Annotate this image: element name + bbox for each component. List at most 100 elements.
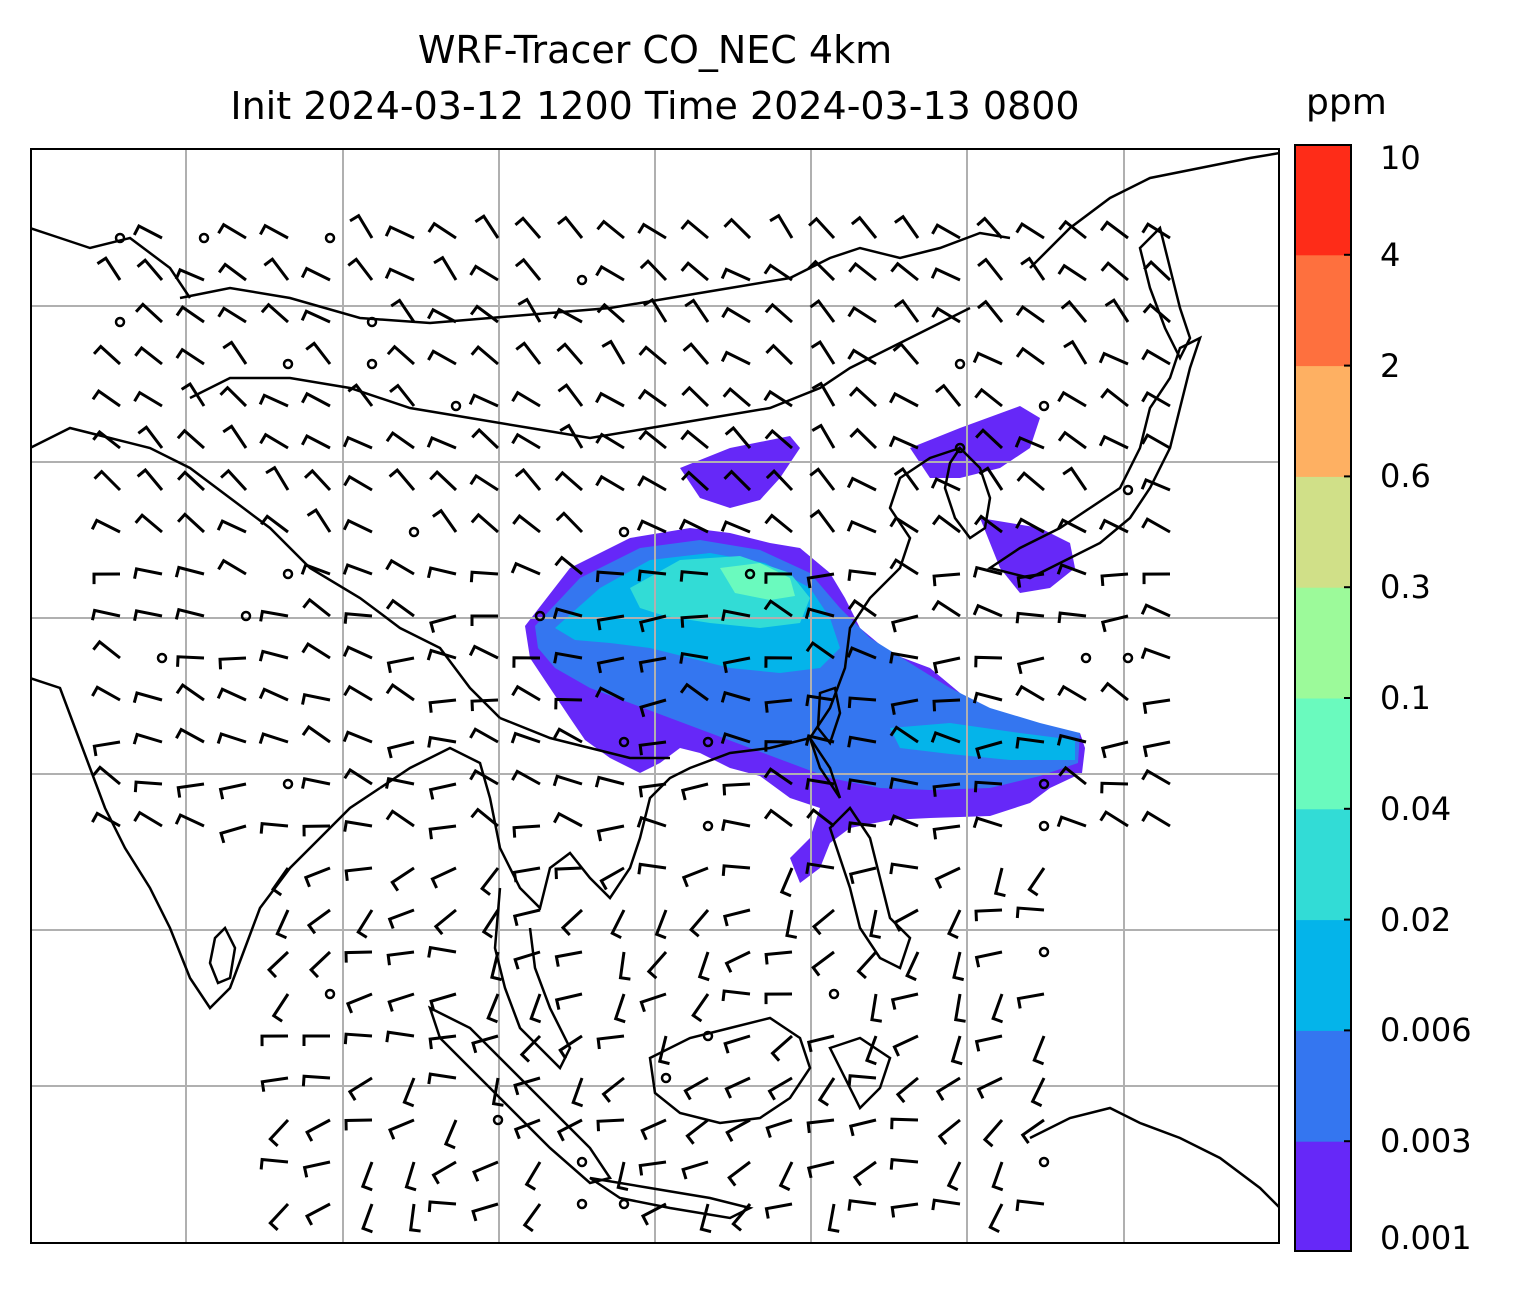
- wind-barb: [846, 519, 877, 534]
- wind-barb: [468, 393, 499, 408]
- wind-barb: [1057, 390, 1087, 408]
- wind-barb: [132, 224, 163, 240]
- wind-barb: [931, 514, 961, 534]
- wind-barb: [806, 1160, 835, 1179]
- wind-barb: [556, 215, 584, 239]
- wind-barb: [491, 1077, 504, 1107]
- wind-barb: [92, 740, 121, 757]
- wind-barb-calm: [618, 736, 630, 748]
- wind-barb: [356, 909, 374, 939]
- wind-barb: [427, 221, 457, 240]
- wind-barb: [554, 555, 583, 576]
- wind-barb: [1099, 220, 1129, 240]
- wind-barb: [342, 435, 373, 450]
- wind-barb: [512, 824, 541, 838]
- colorbar-tick-label: 10: [1380, 139, 1421, 177]
- colorbar-unit: ppm: [1306, 82, 1387, 123]
- wind-barb: [595, 391, 625, 408]
- wind-barb: [259, 432, 289, 450]
- wind-barb: [303, 468, 332, 492]
- wind-barb: [429, 470, 458, 492]
- wind-barb: [764, 1202, 793, 1219]
- wind-barb: [638, 345, 667, 366]
- wind-barb: [349, 213, 374, 239]
- plume-level1-korea: [910, 406, 1040, 478]
- wind-barb: [385, 809, 415, 828]
- border-china-indochina: [499, 716, 670, 760]
- wind-barb: [92, 639, 121, 660]
- wind-barb: [807, 259, 836, 282]
- wind-barb: [1014, 435, 1045, 450]
- wind-barb: [850, 215, 878, 239]
- wind-barb: [387, 992, 415, 1012]
- wind-barb: [805, 862, 835, 875]
- wind-barb: [258, 732, 289, 744]
- wind-barb: [265, 465, 290, 491]
- wind-barb: [347, 257, 374, 281]
- wind-barb-calm: [1038, 1156, 1050, 1168]
- wind-barb: [849, 427, 878, 450]
- wind-barb: [809, 509, 836, 533]
- wind-barb-calm: [1038, 400, 1050, 412]
- wind-barb: [343, 819, 373, 832]
- wind-barb: [360, 1161, 374, 1192]
- coastline-korea: [943, 446, 992, 540]
- wind-barb: [389, 383, 416, 407]
- wind-barb: [937, 1118, 961, 1146]
- wind-barb: [553, 307, 583, 324]
- wind-barb: [552, 607, 583, 620]
- wind-barb: [806, 572, 835, 589]
- coastline-india: [30, 676, 381, 1010]
- wind-barb: [1098, 518, 1129, 534]
- wind-barb: [613, 993, 626, 1024]
- wind-barb: [300, 433, 331, 450]
- wind-barb: [92, 344, 122, 366]
- wind-barb: [470, 614, 499, 627]
- wind-barb: [176, 782, 205, 798]
- wind-barb: [722, 656, 751, 674]
- wind-barb: [472, 1160, 499, 1182]
- wind-barb: [1141, 433, 1171, 450]
- plume-level1-north: [680, 436, 800, 508]
- wind-barb: [895, 1076, 919, 1104]
- wind-barb: [723, 469, 752, 492]
- wind-barb: [1020, 1118, 1045, 1144]
- wind-barb: [637, 569, 667, 582]
- wind-barb: [132, 732, 163, 745]
- coastline-russia-east: [1029, 151, 1280, 269]
- wind-barb: [893, 908, 919, 932]
- wind-barb: [727, 1160, 751, 1187]
- wind-barb: [1015, 1199, 1045, 1212]
- wind-barb: [596, 302, 625, 324]
- wind-barb: [134, 302, 164, 324]
- wind-barb: [91, 685, 121, 702]
- wind-barb-calm: [954, 442, 966, 454]
- wind-barb-calm: [1038, 778, 1050, 790]
- wind-barb: [217, 306, 247, 324]
- wind-barb: [974, 950, 1003, 968]
- wind-barb: [765, 343, 794, 366]
- wind-barb: [991, 993, 1004, 1024]
- wind-barb-calm: [156, 652, 168, 664]
- wind-barb: [988, 1203, 1004, 1234]
- wind-barb: [637, 388, 667, 408]
- wind-barb: [721, 306, 751, 324]
- wind-barb: [1142, 740, 1171, 758]
- wind-barb: [1015, 517, 1045, 534]
- wind-barb: [972, 351, 1003, 366]
- wind-barb: [134, 513, 163, 534]
- wind-barb: [218, 782, 247, 800]
- wind-barb: [596, 614, 625, 631]
- wind-barb: [554, 470, 583, 492]
- wind-barb: [560, 908, 584, 937]
- wind-barb: [892, 342, 920, 365]
- wind-barb: [848, 866, 877, 885]
- wind-barb: [721, 609, 751, 622]
- wind-barb: [470, 345, 499, 366]
- wind-barb: [852, 1160, 877, 1187]
- colorbar-tick-label: 4: [1380, 235, 1401, 274]
- wind-barb: [133, 609, 163, 622]
- wind-barb-calm: [660, 1072, 672, 1084]
- wind-barb: [522, 1203, 542, 1233]
- wind-barb: [471, 1202, 499, 1222]
